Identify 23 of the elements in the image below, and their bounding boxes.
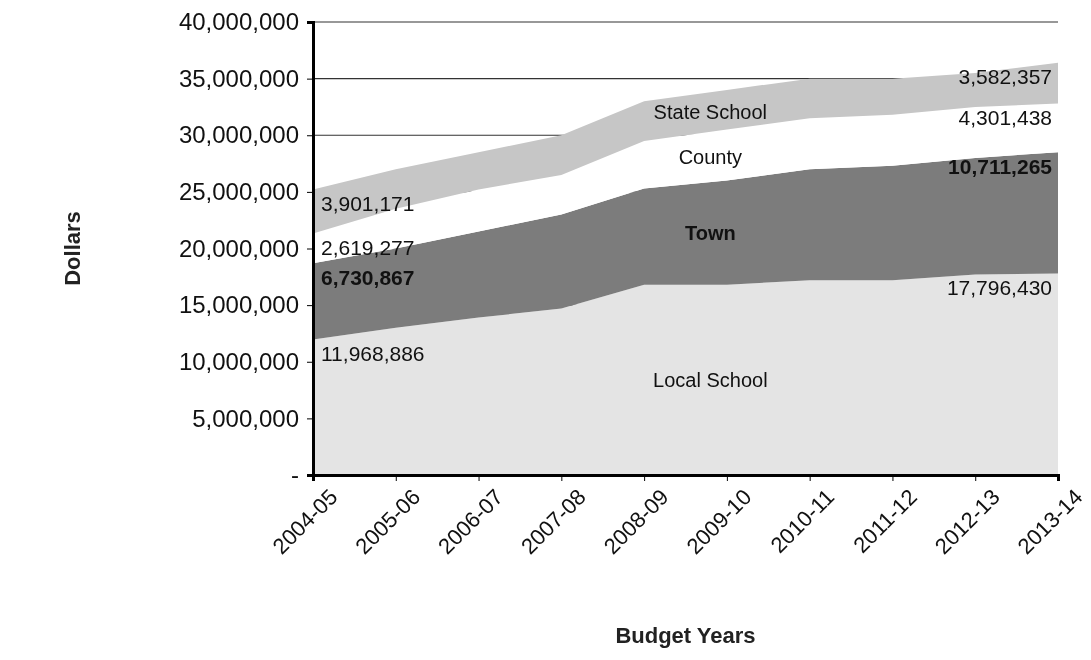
y-tick-label: 40,000,000 bbox=[178, 8, 299, 36]
series-label: Local School bbox=[653, 368, 768, 391]
data-label: 10,711,265 bbox=[948, 154, 1053, 178]
y-tick-label: 25,000,000 bbox=[178, 178, 299, 206]
y-tick-label: 35,000,000 bbox=[178, 64, 299, 92]
series-label: State School bbox=[653, 101, 768, 124]
series-label: Town bbox=[684, 222, 736, 245]
y-tick-label: 10,000,000 bbox=[178, 347, 299, 375]
data-label: 6,730,867 bbox=[321, 265, 415, 289]
data-label: 2,619,277 bbox=[321, 235, 415, 259]
x-axis-title: Budget Years bbox=[615, 623, 756, 648]
series-label: County bbox=[678, 145, 743, 168]
y-tick-label: - bbox=[291, 461, 299, 489]
y-axis-title: Dollars bbox=[60, 211, 85, 286]
y-tick-label: 15,000,000 bbox=[178, 291, 299, 319]
data-label: 17,796,430 bbox=[946, 275, 1052, 299]
y-tick-label: 5,000,000 bbox=[192, 404, 299, 432]
y-tick-label: 20,000,000 bbox=[178, 234, 299, 262]
data-label: 3,582,357 bbox=[958, 65, 1052, 89]
y-tick-label: 30,000,000 bbox=[178, 121, 299, 149]
data-label: 3,901,171 bbox=[321, 191, 415, 215]
data-label: 11,968,886 bbox=[321, 341, 425, 365]
data-label: 4,301,438 bbox=[958, 105, 1052, 129]
